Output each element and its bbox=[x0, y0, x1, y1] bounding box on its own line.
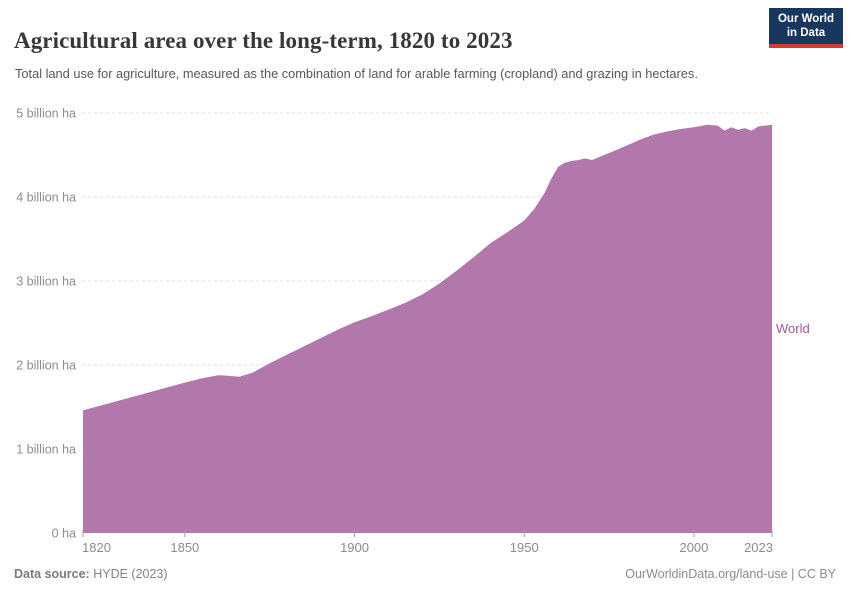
x-axis-tick-label: 2000 bbox=[679, 540, 708, 555]
series-label-world: World bbox=[776, 321, 810, 336]
x-axis-tick-label: 1820 bbox=[82, 540, 111, 555]
y-axis-tick-label: 3 billion ha bbox=[16, 274, 76, 288]
x-axis-tick-label: 1850 bbox=[170, 540, 199, 555]
owid-logo[interactable]: Our World in Data bbox=[769, 8, 843, 48]
y-axis-tick-label: 0 ha bbox=[52, 526, 76, 540]
y-axis-tick-label: 1 billion ha bbox=[16, 442, 76, 456]
y-axis-tick-label: 4 billion ha bbox=[16, 190, 76, 204]
data-source-value: HYDE (2023) bbox=[89, 567, 168, 581]
chart-footer: Data source: HYDE (2023) OurWorldinData.… bbox=[0, 565, 850, 589]
owid-logo-line1: Our World bbox=[777, 12, 834, 25]
y-axis-tick-label: 2 billion ha bbox=[16, 358, 76, 372]
data-source-label: Data source: bbox=[14, 567, 90, 581]
data-source-note: Data source: HYDE (2023) bbox=[14, 567, 168, 581]
x-axis-tick-label: 2023 bbox=[744, 540, 773, 555]
x-axis-tick-label: 1900 bbox=[340, 540, 369, 555]
owid-logo-line2: in Data bbox=[786, 27, 826, 39]
x-axis-tick-label: 1950 bbox=[510, 540, 539, 555]
chart-subtitle: Total land use for agriculture, measured… bbox=[15, 65, 698, 81]
attribution-link[interactable]: OurWorldinData.org/land-use | CC BY bbox=[625, 567, 836, 581]
area-series-world[interactable] bbox=[83, 124, 772, 534]
y-axis-tick-label: 5 billion ha bbox=[16, 106, 76, 120]
page-title: Agricultural area over the long-term, 18… bbox=[14, 28, 513, 54]
